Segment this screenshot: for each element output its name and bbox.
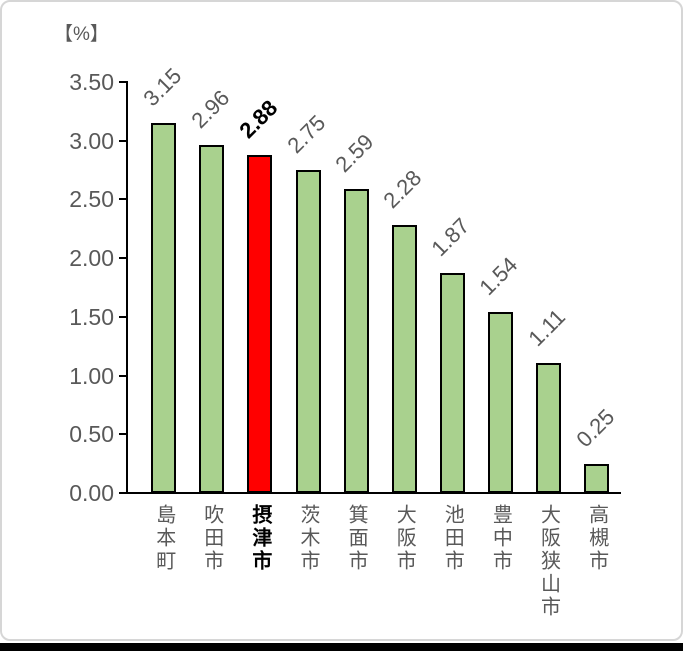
bar-value-label: 1.87 <box>426 213 475 262</box>
y-axis-tick-mark <box>119 374 127 377</box>
x-category-label: 大阪狭山市 <box>537 504 560 619</box>
y-axis-tick-mark <box>119 139 127 142</box>
bar <box>391 225 417 493</box>
bar <box>295 170 321 493</box>
bar-value-label: 2.59 <box>330 128 379 177</box>
bar-value-label: 1.11 <box>522 303 570 351</box>
y-axis-tick-mark <box>119 433 127 436</box>
y-axis-tick-label: 3.50 <box>69 69 114 95</box>
x-axis-line <box>125 492 621 494</box>
bar <box>536 362 561 493</box>
bar <box>584 463 610 493</box>
y-axis-tick-label: 2.00 <box>69 245 114 272</box>
x-category-label: 豊中市 <box>489 504 512 573</box>
x-category-label: 摂津市 <box>248 504 271 573</box>
bar-value-label: 2.28 <box>378 165 427 214</box>
y-axis-tick-label: 0.00 <box>69 480 114 506</box>
bar <box>439 273 465 493</box>
x-category-label: 箕面市 <box>345 504 368 573</box>
y-axis-tick-label: 0.50 <box>69 421 114 448</box>
y-axis-tick-mark <box>119 315 127 318</box>
y-axis-tick-label: 1.50 <box>69 303 114 330</box>
x-category-label: 吹田市 <box>200 504 223 573</box>
bar-value-label: 1.54 <box>474 252 523 301</box>
x-category-label: 大阪市 <box>393 504 416 573</box>
x-category-label: 茨木市 <box>297 504 319 573</box>
y-axis-line <box>125 81 128 493</box>
bar-value-label: 3.15 <box>138 63 186 112</box>
bottom-border-bar <box>0 643 683 651</box>
bar <box>199 145 225 493</box>
y-axis-tick-mark <box>119 257 127 260</box>
bar <box>343 188 369 493</box>
x-category-label: 島本町 <box>152 504 175 573</box>
y-axis-tick-label: 3.00 <box>69 127 114 154</box>
bar <box>151 123 177 493</box>
unit-label: 【%】 <box>54 24 109 45</box>
bar-value-label: 0.25 <box>570 403 619 452</box>
y-axis-tick-label: 1.00 <box>69 362 114 389</box>
x-category-label: 池田市 <box>441 504 464 573</box>
y-axis-tick-label: 2.50 <box>69 186 114 213</box>
bar-value-label: 2.88 <box>234 94 283 143</box>
y-axis-tick-mark <box>119 492 127 494</box>
bar-highlighted <box>247 154 273 493</box>
y-axis-tick-mark <box>119 198 127 201</box>
bar <box>487 312 513 493</box>
bar-value-label: 2.75 <box>282 110 331 159</box>
bar-value-label: 2.96 <box>186 85 235 134</box>
x-category-label: 高槻市 <box>585 504 608 573</box>
y-axis-tick-mark <box>119 81 127 83</box>
